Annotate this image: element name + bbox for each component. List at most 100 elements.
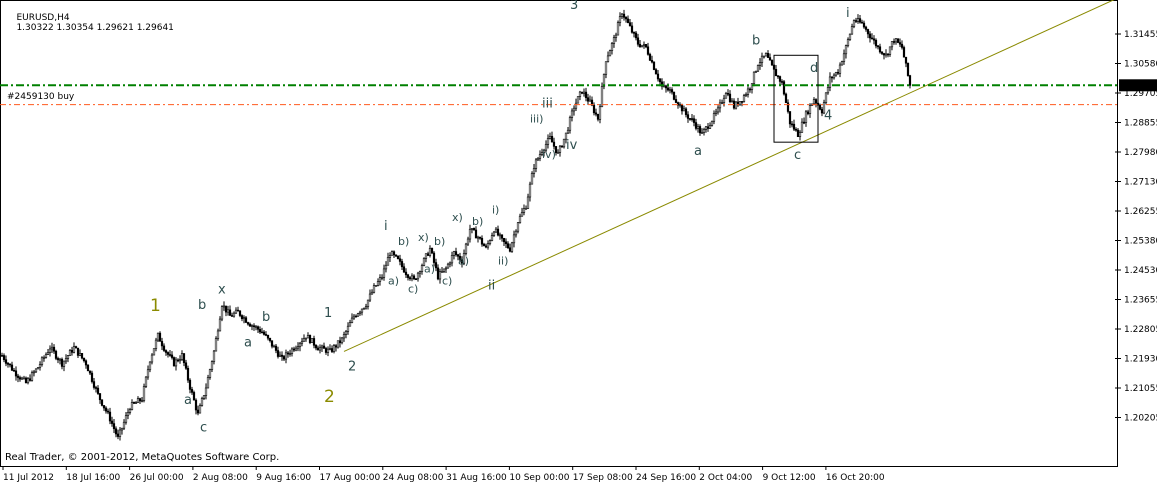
y-tick-label: 1.31455 xyxy=(1124,30,1157,40)
candle-body xyxy=(612,37,616,44)
candle-body xyxy=(114,428,118,435)
candle-body xyxy=(466,238,470,245)
candle-body xyxy=(380,277,384,279)
candle-body xyxy=(518,215,522,224)
candle-body xyxy=(248,323,252,327)
candle-body xyxy=(158,332,162,342)
candle-body xyxy=(498,234,502,237)
candle-body xyxy=(116,433,120,437)
candle-body xyxy=(900,43,904,48)
candle-body xyxy=(262,331,266,335)
candle-body xyxy=(166,352,170,355)
candle-body xyxy=(684,108,688,115)
candle-body xyxy=(388,254,392,258)
candle-body xyxy=(298,342,302,348)
candle-body xyxy=(44,354,48,358)
candle-body xyxy=(848,33,852,40)
candle-body xyxy=(850,26,854,35)
candle-body xyxy=(500,234,504,239)
candle-body xyxy=(514,230,518,236)
candle-body xyxy=(146,369,150,378)
candle-body xyxy=(702,129,706,133)
candle-body xyxy=(78,353,82,356)
candle-body xyxy=(752,71,756,84)
candle-body xyxy=(214,338,218,352)
candle-body xyxy=(426,253,430,256)
candle-body xyxy=(280,354,284,357)
candle-body xyxy=(72,346,76,353)
candle-body xyxy=(450,255,454,264)
candle-body xyxy=(468,228,472,240)
x-tick-label: 24 Aug 08:00 xyxy=(383,473,444,483)
candle-body xyxy=(572,107,576,112)
candle-body xyxy=(434,262,438,269)
candle-body xyxy=(250,325,254,327)
candle-body xyxy=(110,420,114,424)
wave-sublabel: b) xyxy=(398,235,409,248)
candle-body xyxy=(30,372,34,381)
wave-label: c xyxy=(200,421,207,436)
candle-body xyxy=(230,315,234,317)
candle-body xyxy=(58,358,62,361)
y-tick-label: 1.21055 xyxy=(1124,384,1157,394)
current-price-label: 1.29641 xyxy=(1121,81,1157,91)
candle-body xyxy=(22,377,26,380)
candle-body xyxy=(604,61,608,75)
candle-body xyxy=(46,352,50,355)
candle-body xyxy=(190,389,194,393)
candle-body xyxy=(234,309,238,314)
current-price-marker xyxy=(1119,79,1157,92)
candle-body xyxy=(168,354,172,356)
candle-body xyxy=(18,377,22,380)
candle-body xyxy=(86,364,90,372)
candle-body xyxy=(322,345,326,349)
candle-body xyxy=(288,353,292,355)
candle-body xyxy=(740,101,744,103)
candle-body xyxy=(610,42,614,51)
wave-sublabel: c) xyxy=(408,282,418,295)
candle-body xyxy=(746,88,750,95)
candle-body xyxy=(414,278,418,281)
candle-body xyxy=(416,272,420,280)
candle-body xyxy=(244,317,248,323)
wave-label: iii xyxy=(542,97,553,112)
candle-body xyxy=(34,368,38,373)
candle-body xyxy=(52,346,56,352)
candle-body xyxy=(624,16,628,20)
candle-body xyxy=(530,173,534,185)
candle-body xyxy=(906,62,910,76)
wave-sublabel: x) xyxy=(418,231,429,244)
candle-body xyxy=(82,357,86,362)
candle-body xyxy=(90,372,94,382)
rectangle-box xyxy=(773,54,819,143)
candle-body xyxy=(222,305,226,308)
candle-body xyxy=(820,109,824,114)
candle-body xyxy=(608,50,612,57)
candle-body xyxy=(634,32,638,39)
ohlc-values: 1.30322 1.30354 1.29621 1.29641 xyxy=(16,23,174,33)
candle-body xyxy=(472,227,476,231)
candle-body xyxy=(822,102,826,114)
x-tick-label: 18 Jul 16:00 xyxy=(66,473,120,483)
candle-body xyxy=(656,73,660,80)
candle-body xyxy=(564,132,568,140)
candle-body xyxy=(476,236,480,239)
candle-body xyxy=(506,243,510,249)
candle-body xyxy=(708,125,712,129)
candle-body xyxy=(800,121,804,133)
order-label[interactable]: #2459130 buy xyxy=(7,92,75,102)
candle-body xyxy=(294,347,298,351)
candle-body xyxy=(696,126,700,129)
candle-body xyxy=(368,293,372,301)
candle-body xyxy=(582,91,586,94)
candle-body xyxy=(332,345,336,352)
candle-body xyxy=(700,132,704,134)
candle-body xyxy=(400,261,404,268)
candle-body xyxy=(682,108,686,112)
candle-body xyxy=(12,369,16,372)
candle-body xyxy=(630,25,634,33)
candle-body xyxy=(14,370,18,377)
candle-body xyxy=(668,89,672,91)
